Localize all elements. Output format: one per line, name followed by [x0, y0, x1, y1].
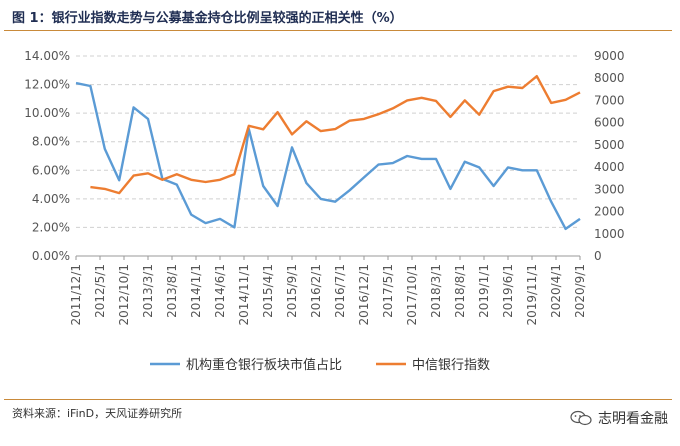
y-left-tick-label: 6.00% [32, 163, 70, 177]
x-tick-label: 2019/1/1 [477, 264, 491, 318]
y-left-tick-label: 8.00% [32, 135, 70, 149]
figure-title: 图 1：银行业指数走势与公募基金持仓比例呈较强的正相关性（%） [12, 10, 403, 26]
x-tick-label: 2017/5/1 [381, 264, 395, 318]
y-right-tick-label: 8000 [594, 71, 625, 85]
x-tick-label: 2016/2/1 [309, 264, 323, 318]
x-tick-label: 2013/8/1 [165, 264, 179, 318]
x-tick-label: 2015/4/1 [261, 264, 275, 318]
source-note: 资料来源：iFinD，天风证券研究所 [12, 407, 183, 420]
x-tick-label: 2014/1/1 [189, 264, 203, 318]
legend-label-2: 中信银行指数 [412, 358, 490, 373]
y-right-tick-label: 1000 [594, 227, 625, 241]
wechat-icon [570, 410, 592, 426]
legend-label-1: 机构重仓银行板块市值占比 [186, 357, 342, 373]
chart: 0.00% 2.00% 4.00% 6.00% 8.00% 10.00% 12.00% 14.… [24, 49, 625, 373]
y-left-tick-label: 14.00% [24, 49, 70, 63]
x-tick-label: 2018/3/1 [429, 264, 443, 318]
y-left-tick-label: 0.00% [32, 249, 70, 263]
x-tick-label: 2015/9/1 [285, 264, 299, 318]
y-right-tick-label: 2000 [594, 205, 625, 219]
y-right-tick-label: 7000 [594, 93, 625, 107]
y-right-tick-label: 4000 [594, 160, 625, 174]
x-tick-label: 2018/8/1 [453, 264, 467, 318]
y-left-tick-label: 10.00% [24, 106, 70, 120]
y-right-tick-label: 6000 [594, 116, 625, 130]
x-tick-label: 2016/7/1 [333, 264, 347, 318]
y-right-tick-label: 0 [594, 249, 602, 263]
y-right-tick-label: 9000 [594, 49, 625, 63]
x-tick-label: 2013/3/1 [141, 264, 155, 318]
x-tick-label: 2012/5/1 [93, 264, 107, 318]
x-tick-label: 2019/6/1 [501, 264, 515, 318]
x-tick-label: 2019/11/1 [525, 264, 539, 326]
x-tick-label: 2012/10/1 [117, 264, 131, 326]
series-line-2 [90, 75, 581, 195]
x-tick-label: 2016/12/1 [357, 264, 371, 326]
y-right-tick-label: 5000 [594, 138, 625, 152]
source-divider [4, 399, 672, 400]
y-left-tick-label: 2.00% [32, 220, 70, 234]
y-left-tick-label: 12.00% [24, 78, 70, 92]
y-right-tick-label: 3000 [594, 182, 625, 196]
x-tick-label: 2020/4/1 [549, 264, 563, 318]
x-tick-label: 2014/11/1 [237, 264, 251, 326]
brand: 志明看金融 [570, 408, 668, 428]
x-tick-label: 2014/6/1 [213, 264, 227, 318]
title-bar: 图 1：银行业指数走势与公募基金持仓比例呈较强的正相关性（%） [4, 2, 672, 31]
y-left-tick-label: 4.00% [32, 192, 70, 206]
x-tick-label: 2020/9/1 [573, 264, 587, 318]
x-tick-label: 2011/12/1 [69, 264, 83, 326]
series-line-1 [75, 81, 581, 231]
brand-name: 志明看金融 [598, 411, 668, 427]
x-tick-label: 2017/10/1 [405, 264, 419, 326]
